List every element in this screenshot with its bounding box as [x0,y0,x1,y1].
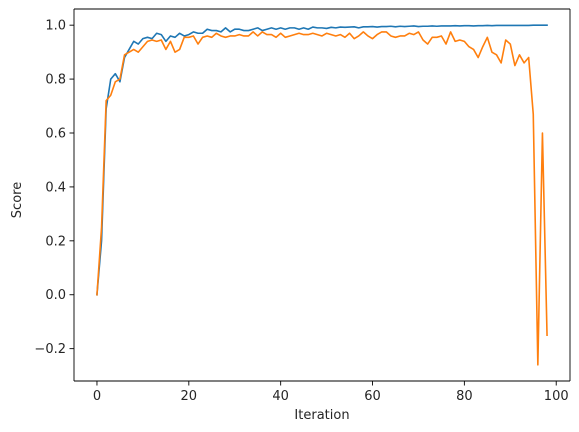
axes-frame [73,8,571,382]
x-tick-label: 20 [181,389,198,404]
x-tick-label: 0 [93,389,101,404]
y-tick-label: 0.2 [45,234,66,249]
x-tick-label: 80 [456,389,473,404]
x-axis-label: Iteration [294,408,349,423]
plot-area [74,9,570,381]
y-tick-label: 0.0 [45,288,66,303]
y-tick-label: 0.6 [45,127,66,142]
y-tick-label: 0.4 [45,180,66,195]
y-axis-ticks: −0.2 0.0 0.2 0.4 0.6 0.8 1.0 [34,19,74,357]
x-tick-label: 60 [364,389,381,404]
y-tick-label: 0.8 [45,73,66,88]
series-line-1 [96,24,548,296]
series-line-2 [96,31,548,366]
y-tick-label: 1.0 [45,19,66,34]
series-layer [96,24,548,366]
x-tick-label: 100 [544,389,569,404]
x-axis-ticks: 0 20 40 60 80 100 [93,381,569,404]
y-axis-label: Score [10,182,25,218]
x-tick-label: 40 [272,389,289,404]
y-tick-label: −0.2 [34,342,66,357]
